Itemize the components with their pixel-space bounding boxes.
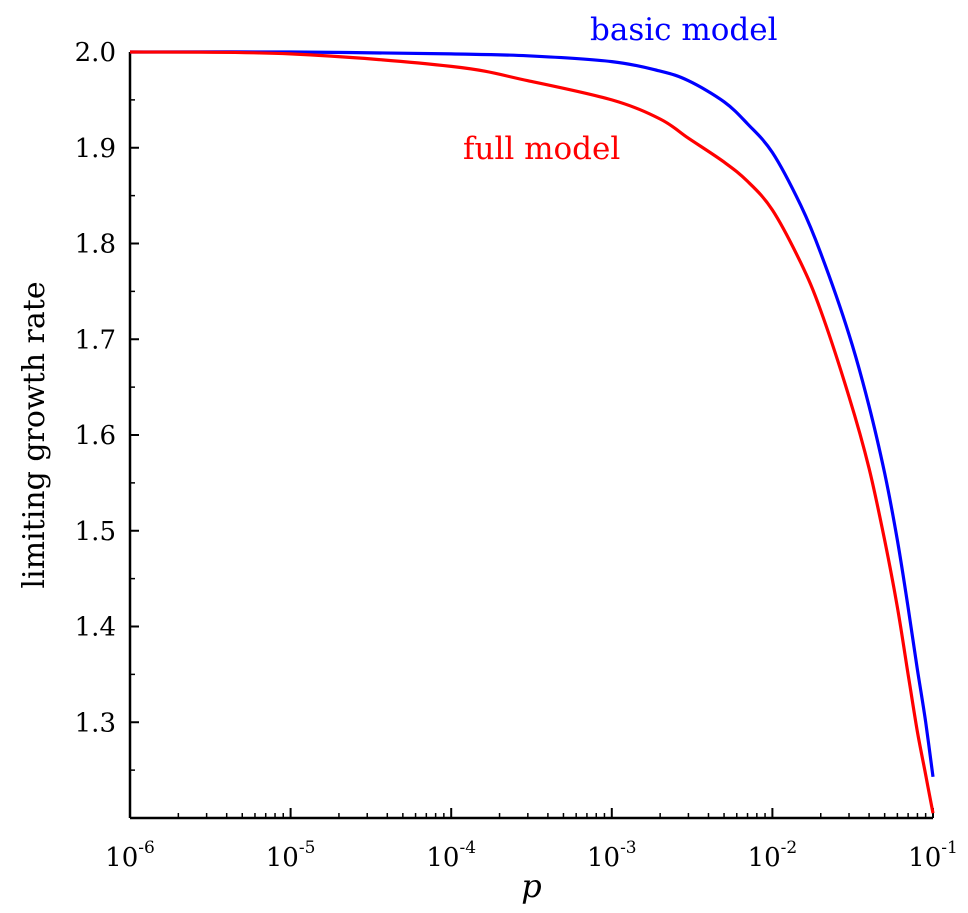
x-tick-label: 10-3 [587, 838, 637, 873]
x-axis-label: p [521, 867, 541, 905]
y-tick-label: 1.9 [75, 134, 116, 164]
y-tick-label: 1.6 [75, 421, 116, 451]
x-tick-label: 10-4 [426, 838, 476, 873]
y-tick-label: 1.8 [75, 230, 116, 260]
basic-model-label: basic model [590, 12, 778, 48]
series-line-basic-model [129, 50, 935, 778]
y-tick-label: 1.4 [75, 613, 116, 643]
y-tick-label: 2.0 [75, 38, 116, 68]
x-tick-label: 10-2 [748, 838, 798, 873]
y-tick-label: 1.7 [75, 325, 116, 355]
full-model-label: full model [463, 131, 620, 167]
x-tick-label: 10-6 [105, 838, 155, 873]
series-line-full-model [129, 50, 935, 814]
y-axis-label: limiting growth rate [17, 281, 52, 588]
x-tick-label: 10-1 [908, 838, 958, 873]
y-tick-label: 1.3 [75, 708, 116, 738]
y-tick-label: 1.5 [75, 517, 116, 547]
x-tick-label: 10-5 [266, 838, 316, 873]
